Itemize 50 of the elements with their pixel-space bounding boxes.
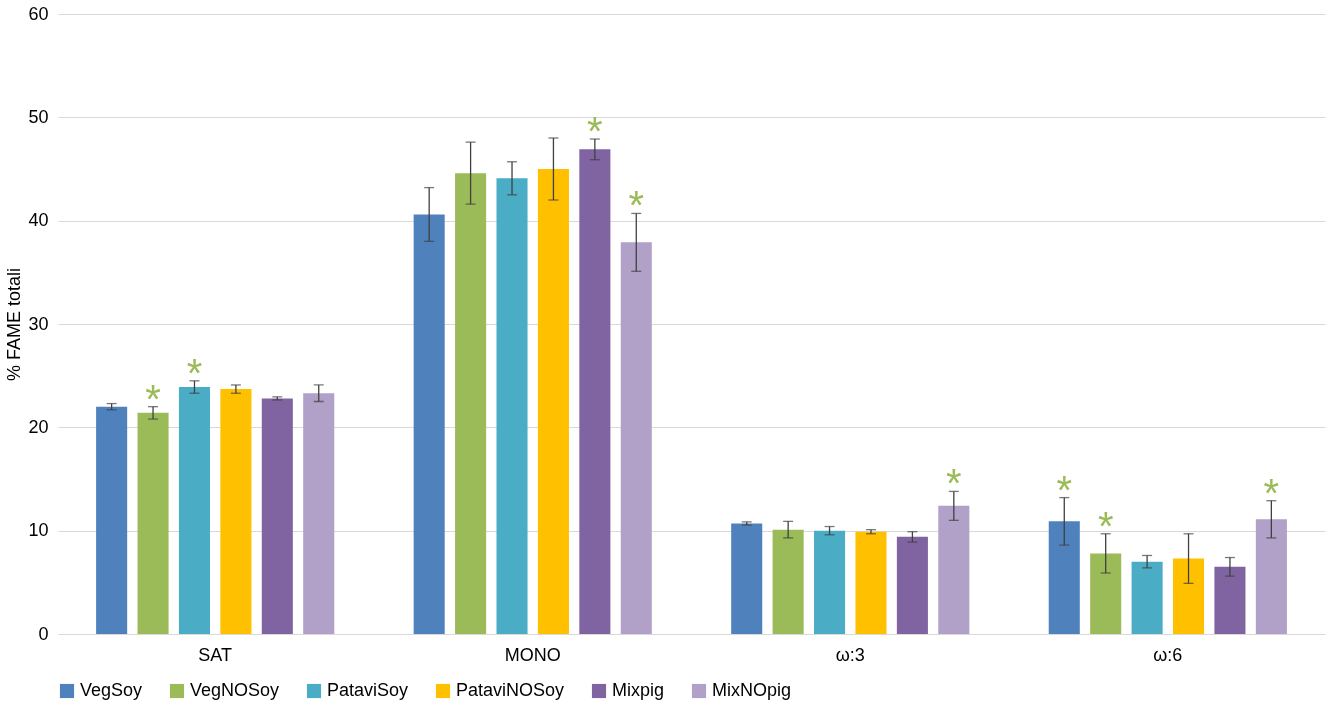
bar bbox=[620, 242, 652, 634]
y-tick-label: 50 bbox=[28, 106, 49, 127]
y-tick-label: 60 bbox=[28, 3, 49, 24]
bar bbox=[1172, 558, 1205, 634]
legend-label: VegNOSoy bbox=[190, 680, 280, 700]
bar bbox=[1255, 519, 1287, 634]
bar bbox=[303, 393, 335, 634]
bar bbox=[938, 505, 970, 634]
y-tick-label: 30 bbox=[28, 313, 49, 334]
bar bbox=[537, 169, 569, 634]
data-label: * bbox=[1097, 503, 1114, 548]
y-tick-label: 40 bbox=[28, 210, 49, 231]
legend-label: Mixpig bbox=[612, 680, 665, 700]
bar bbox=[455, 173, 487, 634]
legend-label: PataviNOSoy bbox=[456, 680, 565, 700]
data-label: * bbox=[1263, 470, 1280, 515]
bar bbox=[96, 406, 128, 634]
bar bbox=[814, 530, 846, 634]
bar bbox=[772, 529, 804, 634]
bar bbox=[579, 149, 611, 634]
y-axis-title: % FAME totali bbox=[4, 267, 25, 382]
bar bbox=[1214, 566, 1246, 634]
y-tick-label: 10 bbox=[28, 520, 49, 541]
bar bbox=[137, 412, 169, 634]
data-label: * bbox=[628, 183, 645, 228]
bar bbox=[1090, 553, 1122, 634]
bar bbox=[496, 178, 528, 634]
bar bbox=[220, 389, 252, 634]
y-tick-label: 0 bbox=[38, 623, 49, 644]
bar bbox=[855, 531, 887, 634]
x-tick-label: ω:3 bbox=[835, 644, 865, 665]
bar bbox=[261, 398, 293, 634]
bar bbox=[413, 214, 445, 634]
bar bbox=[178, 387, 211, 634]
data-label: * bbox=[186, 350, 203, 395]
x-tick-label: SAT bbox=[198, 644, 233, 665]
legend-label: PataviSoy bbox=[327, 680, 409, 700]
y-tick-label: 20 bbox=[28, 416, 49, 437]
data-label: * bbox=[587, 109, 603, 154]
data-label: * bbox=[946, 461, 962, 506]
bar bbox=[1131, 561, 1163, 634]
legend-label: MixNOpig bbox=[712, 680, 792, 700]
x-tick-label: MONO bbox=[504, 644, 561, 665]
legend-label: VegSoy bbox=[80, 680, 143, 700]
bar bbox=[1048, 521, 1080, 634]
bar bbox=[731, 523, 763, 634]
data-label: * bbox=[1056, 467, 1073, 512]
bar bbox=[896, 536, 928, 634]
data-label: * bbox=[145, 376, 161, 421]
x-tick-label: ω:6 bbox=[1153, 644, 1183, 665]
